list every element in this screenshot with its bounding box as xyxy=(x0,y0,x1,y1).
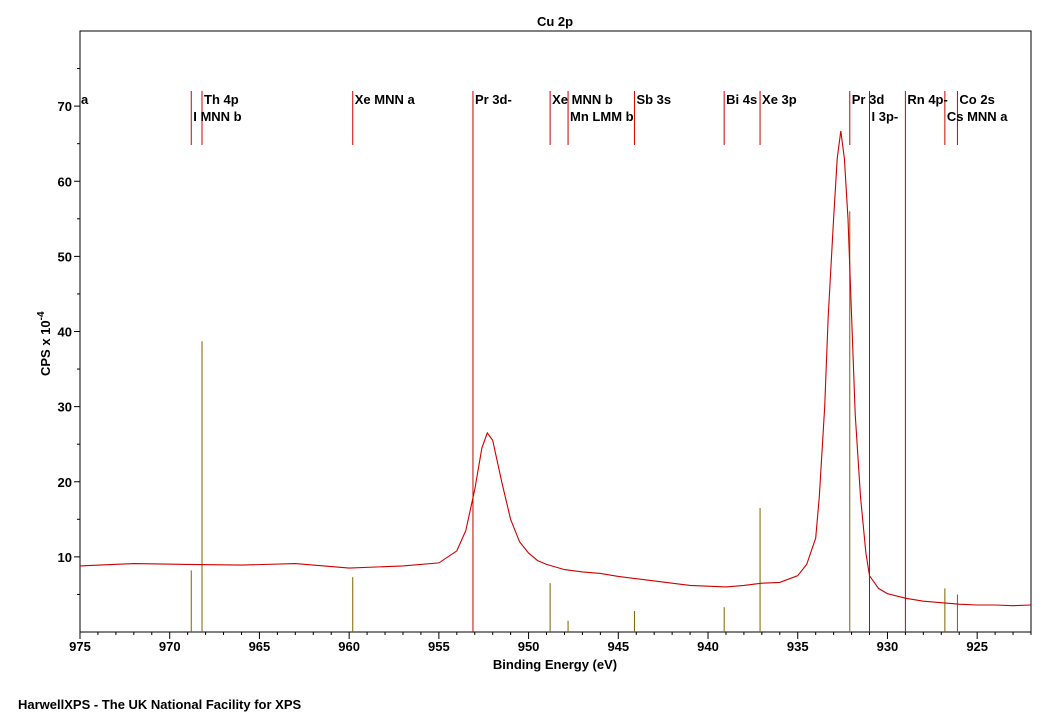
y-tick-label: 40 xyxy=(58,325,72,340)
x-tick-label: 970 xyxy=(159,639,181,654)
footer-credit: HarwellXPS - The UK National Facility fo… xyxy=(18,697,302,712)
x-tick-label: 930 xyxy=(877,639,899,654)
reference-label: Rn 4p- xyxy=(907,92,947,107)
reference-label: Co 2s xyxy=(959,92,994,107)
spectrum-line xyxy=(79,130,1032,607)
reference-label: Xe MNN b xyxy=(552,92,613,107)
reference-label: Xe 3p xyxy=(762,92,797,107)
x-tick-label: 940 xyxy=(697,639,719,654)
reference-label: I MNN b xyxy=(193,109,241,124)
x-tick-label: 955 xyxy=(428,639,450,654)
x-tick-label: 965 xyxy=(249,639,271,654)
x-axis: 975 970 965 960 955 950 945 940 935 930 925 xyxy=(69,632,1032,654)
stick-markers xyxy=(190,211,958,632)
y-tick-label: 60 xyxy=(58,174,72,189)
reference-label-edge: a xyxy=(81,92,89,107)
reference-label: Sb 3s xyxy=(636,92,671,107)
xps-chart: Th 4p I MNN b Xe MNN a Pr 3d- Xe MNN b Mn LMM… xyxy=(36,14,1032,672)
y-axis-label-exp: -4 xyxy=(36,311,47,320)
y-axis: 10 20 30 40 50 60 70 xyxy=(58,68,80,595)
y-axis-label: CPS x 10-4 xyxy=(36,311,53,376)
y-tick-label: 30 xyxy=(58,400,72,415)
x-tick-label: 950 xyxy=(518,639,540,654)
reference-label: Mn LMM b xyxy=(570,109,634,124)
y-axis-label-base: CPS x 10 xyxy=(38,320,53,376)
x-tick-label: 960 xyxy=(338,639,360,654)
x-tick-label: 925 xyxy=(966,639,988,654)
reference-label: Cs MNN a xyxy=(947,109,1008,124)
x-axis-label: Binding Energy (eV) xyxy=(493,657,617,672)
reference-label: Xe MNN a xyxy=(355,92,416,107)
reference-label: I 3p- xyxy=(872,109,899,124)
x-tick-label: 935 xyxy=(787,639,809,654)
y-tick-label: 10 xyxy=(58,550,72,565)
y-tick-label: 20 xyxy=(58,475,72,490)
y-tick-label: 70 xyxy=(58,99,72,114)
reference-label: Pr 3d xyxy=(852,92,885,107)
reference-lines xyxy=(190,91,958,632)
x-tick-label: 945 xyxy=(607,639,629,654)
chart-title: Cu 2p xyxy=(537,14,573,29)
reference-label: Bi 4s xyxy=(726,92,757,107)
y-tick-label: 50 xyxy=(58,249,72,264)
reference-labels: Th 4p I MNN b Xe MNN a Pr 3d- Xe MNN b Mn LMM… xyxy=(81,92,1008,124)
reference-label: Th 4p xyxy=(204,92,239,107)
reference-label: Pr 3d- xyxy=(475,92,512,107)
x-tick-label: 975 xyxy=(69,639,91,654)
